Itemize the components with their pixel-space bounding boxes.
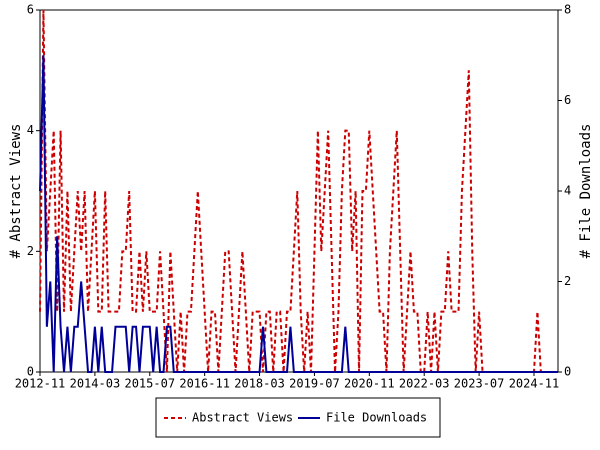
x-tick-label: 2024-11 (509, 377, 560, 391)
y2-tick-label: 2 (564, 274, 571, 288)
y2-tick-label: 6 (564, 93, 571, 107)
y-tick-label: 6 (27, 3, 34, 17)
legend-label: Abstract Views (192, 411, 293, 425)
y-tick-label: 4 (27, 123, 34, 137)
x-tick-label: 2019-07 (289, 377, 340, 391)
legend-label: File Downloads (326, 411, 427, 425)
y-axis-title: # Abstract Views (8, 124, 24, 259)
y2-axis-title: # File Downloads (578, 124, 594, 259)
series-line (39, 55, 558, 373)
y-tick-label: 0 (27, 365, 34, 379)
x-tick-label: 2023-07 (454, 377, 505, 391)
series-line (39, 9, 558, 373)
x-tick-label: 2022-03 (399, 377, 450, 391)
x-tick-label: 2020-11 (344, 377, 395, 391)
x-tick-label: 2012-11 (15, 377, 66, 391)
x-tick-label: 2016-11 (179, 377, 230, 391)
x-tick-label: 2014-03 (70, 377, 121, 391)
y-tick-label: 2 (27, 244, 34, 258)
y2-tick-label: 8 (564, 3, 571, 17)
x-tick-label: 2015-07 (124, 377, 175, 391)
y2-tick-label: 4 (564, 184, 571, 198)
plot-frame (39, 9, 559, 373)
x-tick-label: 2018-03 (234, 377, 285, 391)
y2-tick-label: 0 (564, 365, 571, 379)
